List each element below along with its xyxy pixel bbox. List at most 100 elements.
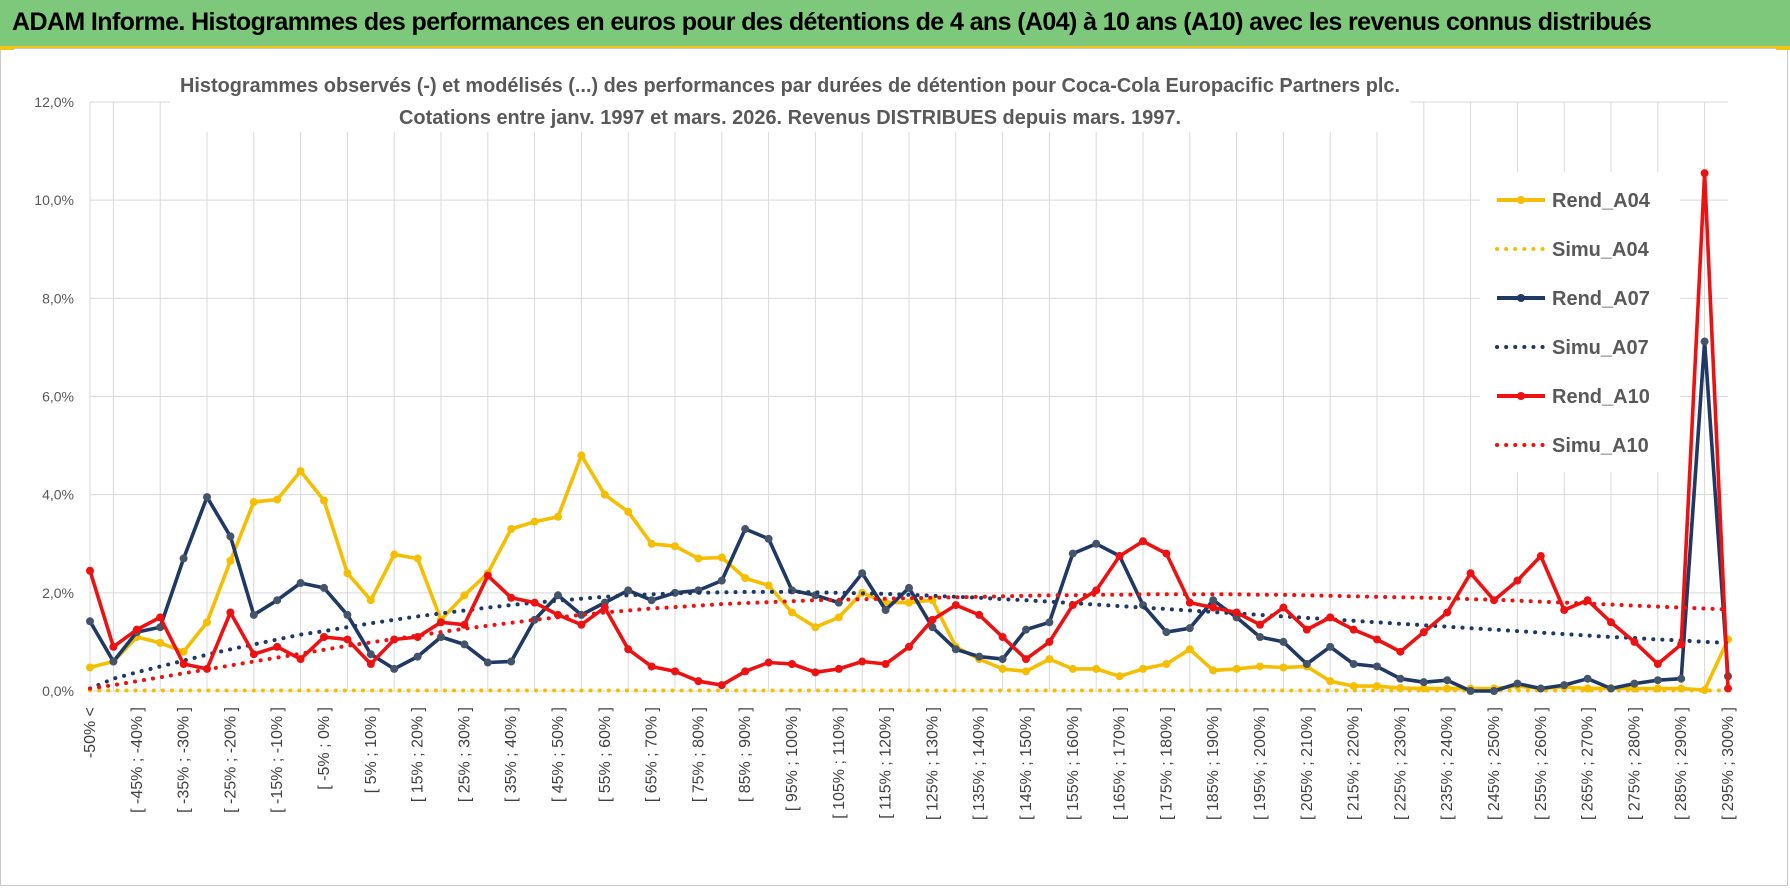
data-point [600,490,609,499]
data-point [343,569,352,578]
corner-accent-right [1776,46,1790,50]
x-tick-label: [ 195% ; 200% ] [1252,707,1269,820]
x-tick-label: [ 25% ; 30% ] [456,707,473,802]
data-point [1653,660,1662,669]
data-point [975,610,984,619]
data-point [1560,606,1569,615]
chart-frame [0,48,1788,886]
x-tick-label: [ 245% ; 250% ] [1486,707,1503,820]
data-point [1677,640,1686,649]
x-tick-label: [ 45% ; 50% ] [550,707,567,802]
data-point [530,615,539,624]
data-point [554,591,562,600]
data-point [109,657,118,666]
data-point [1279,603,1288,612]
data-point [881,606,890,615]
data-point [179,554,188,563]
legend-label: Simu_A10 [1552,435,1649,457]
x-tick-label: [ 75% ; 80% ] [690,707,707,802]
report-banner: ADAM Informe. Histogrammes des performan… [0,0,1790,48]
x-tick-label: [ 295% ; 300% ] [1720,707,1737,820]
data-point [1653,676,1662,685]
data-point [1045,655,1054,664]
data-point [998,655,1007,664]
data-point [1185,598,1194,607]
data-point [1115,672,1124,681]
x-tick-label: [ 85% ; 90% ] [737,707,754,802]
data-point [1232,664,1241,673]
corner-accent-left [0,46,14,50]
legend-marker [1517,294,1525,302]
legend-label: Rend_A07 [1552,288,1650,310]
x-tick-label: [ -35% ; -30% ] [176,707,193,813]
y-axis-ticks: 0,0% 2,0% 4,0% 6,0% 8,0% 10,0% 12,0% [34,94,74,699]
data-point [811,668,820,677]
data-point [1185,645,1194,654]
x-tick-label: [ 95% ; 100% ] [784,707,801,811]
y-tick-label: 6,0% [42,389,74,405]
data-point [1139,537,1147,546]
data-point [156,613,165,622]
data-point [1092,664,1101,673]
y-tick-label: 4,0% [42,487,74,503]
data-point [1209,666,1218,675]
data-point [249,498,258,507]
data-point [86,663,94,672]
data-point [647,596,656,605]
x-tick-label: [ -25% ; -20% ] [222,707,239,813]
data-point [764,534,773,543]
chart-subtitle: Cotations entre janv. 1997 et mars. 2026… [399,107,1181,129]
data-point [577,451,586,460]
legend-label: Rend_A04 [1552,190,1651,212]
x-tick-label: [ 175% ; 180% ] [1158,707,1175,820]
data-point [577,620,586,629]
data-point [1022,655,1030,664]
x-tick-label: [ -45% ; -40% ] [129,707,146,813]
data-point [1302,625,1311,634]
data-point [1139,664,1147,673]
data-point [343,610,352,619]
data-point [1256,633,1264,642]
x-tick-label: [ 115% ; 120% ] [878,707,895,819]
x-tick-label: [ 185% ; 190% ] [1205,707,1222,820]
data-point [694,554,703,563]
data-point [1349,660,1358,669]
data-point [717,576,726,585]
data-point [1373,682,1381,691]
data-point [226,556,235,565]
data-point [1607,684,1615,693]
data-point [1022,667,1030,676]
chart-title: Histogrammes observés (-) et modélisés (… [180,75,1400,97]
series-lines [86,169,1732,695]
x-tick-label: [ -5% ; 0% ] [316,707,333,790]
data-point [1162,549,1171,558]
legend-label: Rend_A10 [1552,386,1650,408]
data-point [86,566,94,575]
data-point [1092,586,1101,595]
data-point [1045,637,1054,646]
data-point [624,586,633,595]
data-point [296,655,305,664]
chart-title-block: Histogrammes observés (-) et modélisés (… [170,66,1410,132]
data-point [109,642,118,651]
data-point [671,542,679,551]
data-point [1583,674,1592,683]
data-point [1185,624,1194,633]
data-point [1209,603,1218,612]
legend-label: Simu_A07 [1552,337,1649,359]
data-point [1162,660,1171,669]
data-point [1466,687,1475,695]
data-point [320,633,328,642]
data-point [1630,679,1639,688]
data-point [1677,674,1686,683]
data-point [1045,618,1054,627]
data-point [296,579,305,588]
data-point [1092,539,1101,548]
data-point [905,598,913,607]
data-point [530,598,539,607]
data-point [647,662,656,671]
data-point [366,660,375,669]
data-point [1513,576,1522,585]
data-point [390,550,399,559]
x-axis-ticks: -50% < [ -45% ; -40% ] [ -35% ; -30% ] [ -2… [82,707,1737,820]
